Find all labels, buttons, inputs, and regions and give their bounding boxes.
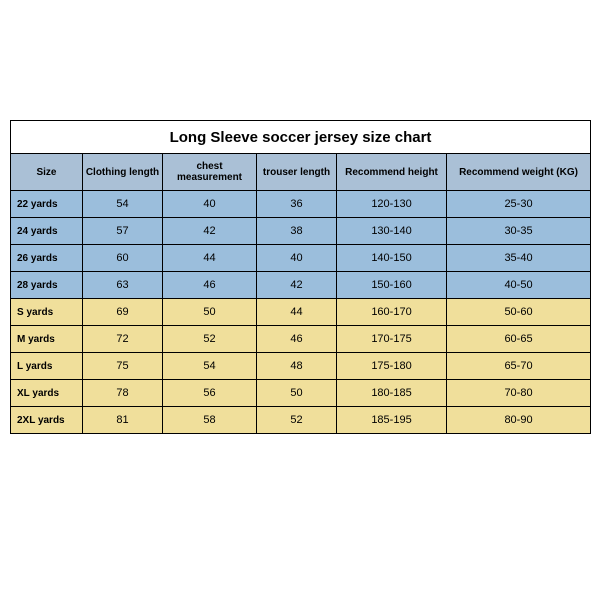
cell-clothing-length: 54 — [83, 191, 163, 218]
col-recommend-weight: Recommend weight (KG) — [447, 154, 591, 191]
cell-clothing-length: 60 — [83, 245, 163, 272]
cell-trouser-length: 36 — [257, 191, 337, 218]
cell-clothing-length: 57 — [83, 218, 163, 245]
table-row: L yards 75 54 48 175-180 65-70 — [11, 353, 591, 380]
title-row: Long Sleeve soccer jersey size chart — [11, 121, 591, 154]
table-body: 22 yards 54 40 36 120-130 25-30 24 yards… — [11, 191, 591, 434]
cell-height: 120-130 — [337, 191, 447, 218]
cell-clothing-length: 81 — [83, 407, 163, 434]
cell-weight: 50-60 — [447, 299, 591, 326]
cell-weight: 70-80 — [447, 380, 591, 407]
cell-chest: 58 — [163, 407, 257, 434]
cell-trouser-length: 40 — [257, 245, 337, 272]
table-row: M yards 72 52 46 170-175 60-65 — [11, 326, 591, 353]
cell-size: 28 yards — [11, 272, 83, 299]
size-chart-table: Long Sleeve soccer jersey size chart Siz… — [10, 120, 591, 434]
header-row: Size Clothing length chest measurement t… — [11, 154, 591, 191]
cell-weight: 40-50 — [447, 272, 591, 299]
cell-chest: 44 — [163, 245, 257, 272]
cell-size: 24 yards — [11, 218, 83, 245]
cell-weight: 60-65 — [447, 326, 591, 353]
cell-height: 140-150 — [337, 245, 447, 272]
cell-chest: 50 — [163, 299, 257, 326]
chart-title: Long Sleeve soccer jersey size chart — [11, 121, 591, 154]
cell-trouser-length: 38 — [257, 218, 337, 245]
cell-weight: 35-40 — [447, 245, 591, 272]
table-row: XL yards 78 56 50 180-185 70-80 — [11, 380, 591, 407]
cell-chest: 42 — [163, 218, 257, 245]
cell-trouser-length: 50 — [257, 380, 337, 407]
table-row: S yards 69 50 44 160-170 50-60 — [11, 299, 591, 326]
cell-height: 180-185 — [337, 380, 447, 407]
cell-trouser-length: 46 — [257, 326, 337, 353]
cell-clothing-length: 63 — [83, 272, 163, 299]
col-size: Size — [11, 154, 83, 191]
cell-size: L yards — [11, 353, 83, 380]
table-row: 24 yards 57 42 38 130-140 30-35 — [11, 218, 591, 245]
table-row: 28 yards 63 46 42 150-160 40-50 — [11, 272, 591, 299]
cell-size: S yards — [11, 299, 83, 326]
col-chest: chest measurement — [163, 154, 257, 191]
size-chart-table-wrap: Long Sleeve soccer jersey size chart Siz… — [10, 120, 590, 434]
cell-chest: 46 — [163, 272, 257, 299]
table-row: 2XL yards 81 58 52 185-195 80-90 — [11, 407, 591, 434]
cell-height: 130-140 — [337, 218, 447, 245]
cell-clothing-length: 72 — [83, 326, 163, 353]
cell-chest: 54 — [163, 353, 257, 380]
cell-size: 26 yards — [11, 245, 83, 272]
cell-trouser-length: 44 — [257, 299, 337, 326]
cell-height: 185-195 — [337, 407, 447, 434]
col-recommend-height: Recommend height — [337, 154, 447, 191]
cell-weight: 25-30 — [447, 191, 591, 218]
cell-height: 175-180 — [337, 353, 447, 380]
col-clothing-length: Clothing length — [83, 154, 163, 191]
cell-trouser-length: 48 — [257, 353, 337, 380]
cell-size: 22 yards — [11, 191, 83, 218]
cell-chest: 40 — [163, 191, 257, 218]
col-trouser-length: trouser length — [257, 154, 337, 191]
cell-chest: 56 — [163, 380, 257, 407]
cell-weight: 65-70 — [447, 353, 591, 380]
cell-size: XL yards — [11, 380, 83, 407]
table-row: 22 yards 54 40 36 120-130 25-30 — [11, 191, 591, 218]
cell-weight: 30-35 — [447, 218, 591, 245]
cell-height: 150-160 — [337, 272, 447, 299]
cell-size: M yards — [11, 326, 83, 353]
cell-size: 2XL yards — [11, 407, 83, 434]
cell-clothing-length: 69 — [83, 299, 163, 326]
cell-trouser-length: 42 — [257, 272, 337, 299]
cell-trouser-length: 52 — [257, 407, 337, 434]
cell-height: 160-170 — [337, 299, 447, 326]
cell-height: 170-175 — [337, 326, 447, 353]
cell-weight: 80-90 — [447, 407, 591, 434]
cell-chest: 52 — [163, 326, 257, 353]
table-row: 26 yards 60 44 40 140-150 35-40 — [11, 245, 591, 272]
cell-clothing-length: 78 — [83, 380, 163, 407]
cell-clothing-length: 75 — [83, 353, 163, 380]
